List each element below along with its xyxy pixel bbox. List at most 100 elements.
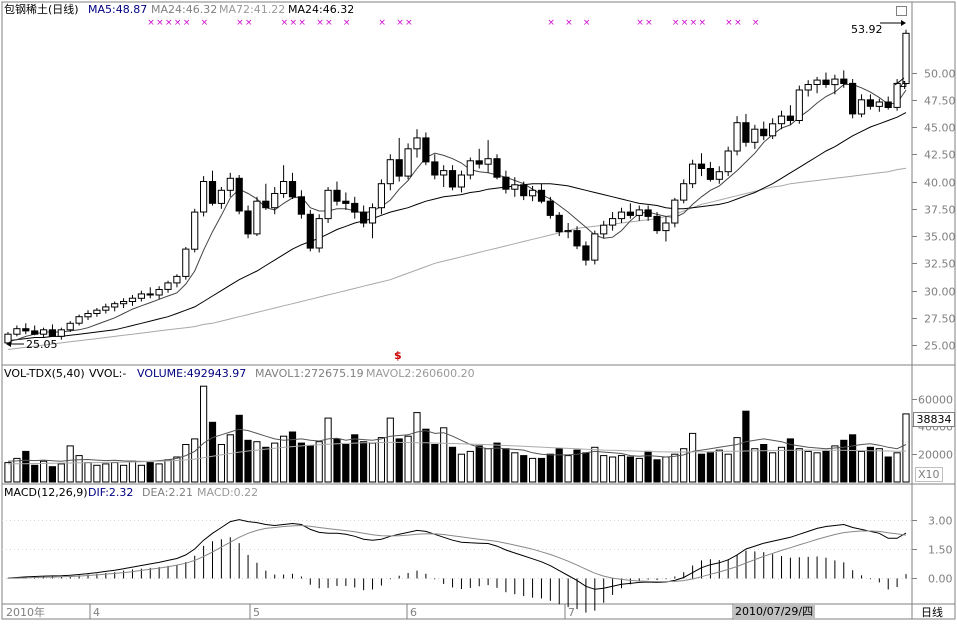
candlestick[interactable]: [857, 94, 866, 118]
candlesticks[interactable]: [4, 29, 910, 345]
candlestick[interactable]: [760, 121, 768, 141]
candlestick[interactable]: [902, 29, 910, 86]
candlestick[interactable]: [884, 96, 892, 110]
volume-indicator-label[interactable]: VOL-TDX(5,40): [4, 367, 85, 380]
candlestick[interactable]: [493, 154, 501, 180]
macd-histogram[interactable]: [7, 537, 907, 613]
candlestick[interactable]: [875, 98, 883, 112]
candlestick[interactable]: [520, 181, 528, 201]
candlestick[interactable]: [360, 205, 368, 228]
candlestick[interactable]: [288, 172, 297, 199]
candlestick[interactable]: [235, 175, 243, 215]
candlestick[interactable]: [644, 205, 652, 221]
candlestick[interactable]: [653, 212, 661, 234]
candlestick[interactable]: [244, 205, 252, 239]
candlestick[interactable]: [404, 143, 412, 180]
candlestick[interactable]: [226, 172, 234, 197]
candlestick[interactable]: [555, 212, 563, 237]
candlestick[interactable]: [297, 190, 305, 219]
candlestick[interactable]: [48, 324, 56, 337]
candlestick[interactable]: [22, 323, 30, 335]
candlestick[interactable]: [280, 165, 288, 198]
candlestick[interactable]: [822, 72, 830, 88]
candlestick[interactable]: [769, 118, 777, 140]
candlestick[interactable]: [671, 197, 679, 228]
candlestick[interactable]: [609, 212, 617, 231]
macd-indicator-label[interactable]: MACD(12,26,9): [4, 486, 88, 499]
candlestick[interactable]: [137, 290, 146, 302]
candlestick[interactable]: [617, 207, 626, 223]
candlestick[interactable]: [395, 137, 403, 182]
candlestick[interactable]: [333, 181, 341, 206]
candlestick[interactable]: [689, 159, 697, 189]
maximize-panel-icon[interactable]: [896, 6, 907, 16]
candlestick[interactable]: [253, 196, 261, 237]
candlestick[interactable]: [173, 274, 181, 288]
candlestick[interactable]: [546, 196, 554, 219]
candlestick[interactable]: [66, 321, 74, 333]
candlestick[interactable]: [146, 287, 154, 299]
candlestick[interactable]: [626, 203, 634, 219]
candlestick[interactable]: [75, 314, 83, 326]
candlestick[interactable]: [271, 187, 279, 215]
candlestick[interactable]: [537, 183, 546, 204]
candlestick[interactable]: [706, 161, 714, 182]
candlestick[interactable]: [635, 205, 643, 221]
candlestick[interactable]: [208, 170, 217, 206]
candlestick[interactable]: [795, 85, 803, 124]
candlestick[interactable]: [422, 132, 430, 166]
candlestick[interactable]: [93, 308, 101, 317]
candlestick[interactable]: [164, 280, 172, 293]
candlestick[interactable]: [813, 76, 821, 94]
volume-bars[interactable]: [4, 385, 910, 483]
candlestick[interactable]: [40, 327, 48, 338]
candlestick[interactable]: [120, 298, 128, 309]
candlestick[interactable]: [315, 214, 323, 253]
candlestick[interactable]: [573, 226, 581, 250]
candlestick[interactable]: [751, 124, 759, 149]
candlestick[interactable]: [511, 177, 519, 197]
candlestick[interactable]: [777, 110, 786, 130]
candlestick[interactable]: [306, 209, 314, 252]
candlestick[interactable]: [448, 165, 457, 191]
candlestick[interactable]: [484, 140, 492, 173]
candlestick[interactable]: [368, 203, 377, 239]
candlestick[interactable]: [102, 303, 110, 314]
candlestick[interactable]: [466, 157, 474, 180]
candlestick[interactable]: [155, 286, 163, 300]
candlestick[interactable]: [182, 246, 190, 280]
candlestick[interactable]: [386, 154, 394, 191]
candlestick[interactable]: [742, 113, 750, 147]
candlestick[interactable]: [502, 170, 510, 194]
candlestick[interactable]: [600, 220, 608, 239]
candlestick[interactable]: [13, 325, 21, 337]
candlestick[interactable]: [697, 153, 706, 177]
candlestick[interactable]: [680, 179, 688, 204]
candlestick[interactable]: [840, 70, 848, 88]
candlestick[interactable]: [351, 196, 359, 219]
candlestick[interactable]: [457, 170, 465, 193]
candlestick[interactable]: [324, 187, 332, 223]
candlestick[interactable]: [662, 216, 670, 242]
candlestick[interactable]: [377, 179, 385, 215]
candlestick[interactable]: [831, 74, 839, 95]
candlestick[interactable]: [413, 129, 421, 158]
candlestick[interactable]: [262, 183, 270, 210]
candlestick[interactable]: [440, 165, 448, 187]
candlestick[interactable]: [582, 241, 590, 266]
candlestick[interactable]: [786, 105, 794, 125]
candlestick[interactable]: [564, 222, 572, 239]
candlestick[interactable]: [217, 187, 226, 209]
candlestick[interactable]: [200, 176, 208, 217]
candlestick[interactable]: [84, 310, 92, 321]
candlestick[interactable]: [849, 79, 857, 119]
candlestick[interactable]: [191, 208, 199, 253]
candlestick[interactable]: [57, 327, 65, 340]
candlestick[interactable]: [111, 301, 119, 312]
candlestick[interactable]: [715, 166, 723, 184]
candlestick[interactable]: [733, 116, 741, 156]
candlestick[interactable]: [342, 192, 350, 210]
candlestick[interactable]: [866, 94, 874, 110]
candlestick[interactable]: [475, 148, 483, 169]
